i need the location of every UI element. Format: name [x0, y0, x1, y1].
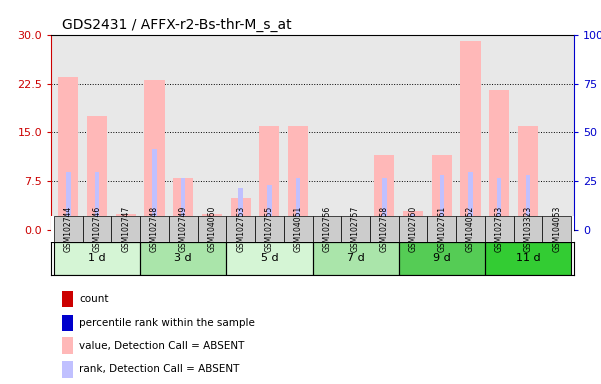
- Bar: [124, 220, 128, 230]
- Bar: [227, 216, 255, 242]
- Text: GSM104060: GSM104060: [207, 206, 216, 252]
- Bar: [210, 220, 214, 230]
- Bar: [255, 216, 284, 242]
- Text: 7 d: 7 d: [347, 253, 364, 263]
- Text: GSM102760: GSM102760: [409, 206, 418, 252]
- Bar: [260, 126, 279, 230]
- Bar: [542, 216, 571, 242]
- Bar: [460, 41, 481, 230]
- Bar: [144, 80, 165, 230]
- Bar: [239, 188, 243, 230]
- Bar: [267, 185, 272, 230]
- Bar: [325, 224, 329, 230]
- Text: GSM102755: GSM102755: [265, 206, 274, 252]
- Bar: [518, 126, 538, 230]
- Bar: [66, 172, 70, 230]
- Bar: [411, 214, 415, 230]
- Text: GSM102761: GSM102761: [438, 206, 447, 252]
- Bar: [61, 361, 73, 378]
- Bar: [181, 178, 186, 230]
- Text: GSM102763: GSM102763: [495, 206, 504, 252]
- Bar: [231, 198, 251, 230]
- Text: GSM102756: GSM102756: [322, 206, 331, 252]
- Bar: [489, 90, 509, 230]
- Bar: [341, 216, 370, 242]
- Bar: [382, 178, 386, 230]
- Bar: [173, 178, 194, 230]
- Text: 3 d: 3 d: [174, 253, 192, 263]
- Text: GSM102749: GSM102749: [178, 206, 188, 252]
- Bar: [288, 126, 308, 230]
- Bar: [111, 216, 140, 242]
- Text: GSM102747: GSM102747: [121, 206, 130, 252]
- Text: 5 d: 5 d: [261, 253, 278, 263]
- Bar: [555, 227, 559, 230]
- Text: count: count: [79, 294, 109, 304]
- Bar: [317, 217, 337, 230]
- Bar: [54, 216, 83, 242]
- Text: GDS2431 / AFFX-r2-Bs-thr-M_s_at: GDS2431 / AFFX-r2-Bs-thr-M_s_at: [61, 18, 291, 32]
- Bar: [439, 175, 444, 230]
- Text: 9 d: 9 d: [433, 253, 451, 263]
- Bar: [514, 216, 542, 242]
- Bar: [427, 216, 456, 242]
- Bar: [58, 77, 78, 230]
- Bar: [370, 216, 398, 242]
- Bar: [95, 172, 99, 230]
- Text: GSM104053: GSM104053: [552, 206, 561, 252]
- Bar: [526, 175, 530, 230]
- Text: GSM102744: GSM102744: [64, 206, 73, 252]
- Bar: [198, 216, 227, 242]
- Text: GSM102753: GSM102753: [236, 206, 245, 252]
- Text: GSM103323: GSM103323: [523, 206, 532, 252]
- Bar: [313, 216, 341, 242]
- Bar: [202, 214, 222, 230]
- Bar: [87, 116, 107, 230]
- Bar: [140, 216, 169, 242]
- Text: GSM102758: GSM102758: [380, 206, 389, 252]
- Bar: [468, 172, 473, 230]
- Bar: [284, 216, 313, 242]
- Bar: [61, 314, 73, 331]
- Text: rank, Detection Call = ABSENT: rank, Detection Call = ABSENT: [79, 364, 240, 374]
- Bar: [497, 178, 501, 230]
- Text: 11 d: 11 d: [516, 253, 540, 263]
- Bar: [61, 338, 73, 354]
- Bar: [346, 224, 365, 230]
- Bar: [432, 156, 452, 230]
- Text: 1 d: 1 d: [88, 253, 106, 263]
- Bar: [296, 178, 300, 230]
- Bar: [403, 211, 423, 230]
- Bar: [485, 216, 514, 242]
- Bar: [152, 149, 157, 230]
- Bar: [547, 224, 567, 230]
- Text: GSM102748: GSM102748: [150, 206, 159, 252]
- Text: GSM104052: GSM104052: [466, 206, 475, 252]
- Text: GSM104051: GSM104051: [294, 206, 303, 252]
- Bar: [353, 227, 358, 230]
- Bar: [398, 216, 427, 242]
- Bar: [374, 156, 394, 230]
- Text: percentile rank within the sample: percentile rank within the sample: [79, 318, 255, 328]
- Bar: [169, 216, 198, 242]
- Text: GSM102757: GSM102757: [351, 206, 360, 252]
- Bar: [456, 216, 485, 242]
- Bar: [61, 291, 73, 307]
- Text: value, Detection Call = ABSENT: value, Detection Call = ABSENT: [79, 341, 245, 351]
- Bar: [83, 216, 111, 242]
- Text: GSM102746: GSM102746: [93, 206, 102, 252]
- Bar: [116, 214, 136, 230]
